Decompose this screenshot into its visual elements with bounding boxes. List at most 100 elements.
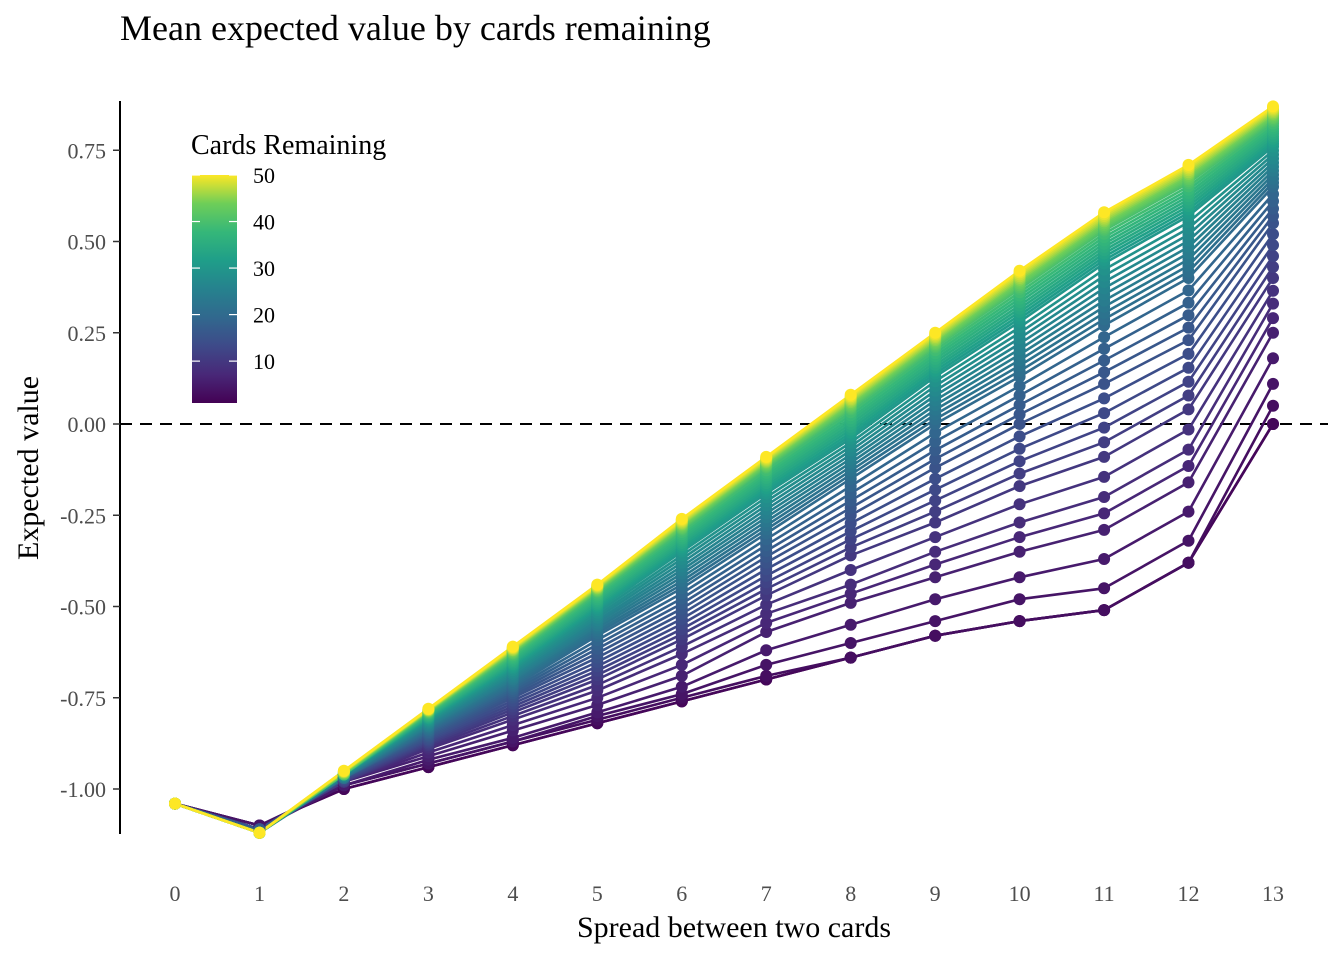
y-tick-label: 0.75 (68, 138, 107, 163)
data-point (1098, 450, 1111, 463)
data-point (1182, 158, 1195, 171)
data-point (929, 472, 942, 485)
data-point (253, 826, 266, 839)
legend-title: Cards Remaining (191, 130, 386, 161)
data-point (1182, 389, 1195, 402)
data-point (760, 598, 773, 611)
data-point (1013, 516, 1026, 529)
data-point (844, 578, 857, 591)
data-point (1013, 455, 1026, 468)
data-point (1182, 505, 1195, 518)
y-tick-label: -0.75 (60, 686, 106, 711)
data-point (1182, 423, 1195, 436)
data-point (1182, 284, 1195, 297)
data-point (1182, 321, 1195, 334)
data-point (1182, 361, 1195, 374)
legend-breaks: 50 40 30 20 10 (192, 163, 275, 374)
data-point (591, 578, 604, 591)
data-point (1013, 264, 1026, 277)
data-point (337, 764, 350, 777)
data-point (1098, 342, 1111, 355)
data-point (1098, 436, 1111, 449)
data-point (169, 797, 181, 810)
data-point (929, 545, 942, 558)
x-tick-label: 2 (338, 881, 349, 906)
data-point (1013, 430, 1026, 443)
data-point (929, 444, 942, 457)
y-axis-title: Expected value (12, 376, 45, 560)
series-line-cards-3 (174, 405, 1275, 827)
data-point (1267, 250, 1279, 263)
data-point (1182, 334, 1195, 347)
y-tick-label: -0.25 (60, 503, 106, 528)
legend-break-label: 50 (253, 163, 275, 188)
data-point (1013, 442, 1026, 455)
data-point (1267, 312, 1279, 325)
data-point (1267, 284, 1279, 297)
y-tick-label: 0.25 (68, 321, 107, 346)
x-tick-label: 6 (676, 881, 687, 906)
data-point (1267, 272, 1279, 284)
y-tick-label: 0.00 (68, 412, 107, 437)
data-point (1267, 352, 1279, 365)
chart-title: Mean expected value by cards remaining (120, 8, 711, 48)
data-point (1098, 604, 1111, 617)
data-point (1182, 443, 1195, 456)
data-point (929, 516, 942, 529)
data-point (1098, 366, 1111, 379)
x-tick-label: 0 (170, 881, 181, 906)
data-point (844, 388, 857, 401)
data-point (1098, 377, 1111, 390)
data-point (1098, 553, 1111, 565)
data-point (844, 651, 857, 664)
data-point (1098, 582, 1111, 595)
data-point (760, 658, 773, 671)
data-point (929, 531, 942, 544)
data-point (1182, 309, 1195, 322)
data-point (675, 669, 688, 682)
legend-break-label: 40 (253, 210, 275, 235)
data-point (1013, 545, 1026, 558)
data-point (1182, 556, 1195, 569)
data-point (844, 587, 857, 600)
data-point (1098, 331, 1111, 344)
data-point (1267, 377, 1279, 390)
y-tick-label: 0.50 (68, 230, 107, 255)
data-point (929, 494, 942, 507)
data-point (675, 680, 688, 693)
data-point (1267, 297, 1279, 310)
data-point (929, 453, 942, 465)
series-points (169, 100, 1279, 839)
data-point (1267, 228, 1279, 241)
data-point (760, 450, 773, 463)
data-point (1182, 476, 1195, 489)
series-line-cards-50 (174, 105, 1274, 835)
data-point (1267, 100, 1279, 113)
data-point (1013, 615, 1026, 628)
x-tick-label: 3 (423, 881, 434, 906)
data-point (1267, 326, 1279, 339)
x-tick-label: 5 (592, 881, 603, 906)
data-point (1182, 347, 1195, 360)
data-point (1013, 531, 1026, 544)
data-point (422, 702, 435, 715)
data-point (929, 483, 942, 496)
x-tick-label: 9 (930, 881, 941, 906)
x-axis-title: Spread between two cards (577, 911, 891, 944)
data-point (929, 629, 942, 642)
data-point (760, 616, 773, 629)
data-point (1098, 392, 1111, 405)
data-point (1013, 418, 1026, 430)
data-point (929, 326, 942, 339)
x-tick-label: 12 (1178, 881, 1200, 906)
x-tick-label: 11 (1093, 881, 1114, 906)
data-point (675, 512, 688, 525)
series-line-cards-6 (174, 332, 1275, 831)
data-point (844, 596, 857, 609)
data-point (1098, 507, 1111, 520)
data-point (1182, 460, 1195, 472)
data-point (1182, 296, 1195, 309)
data-point (1013, 408, 1026, 421)
data-point (844, 564, 857, 576)
